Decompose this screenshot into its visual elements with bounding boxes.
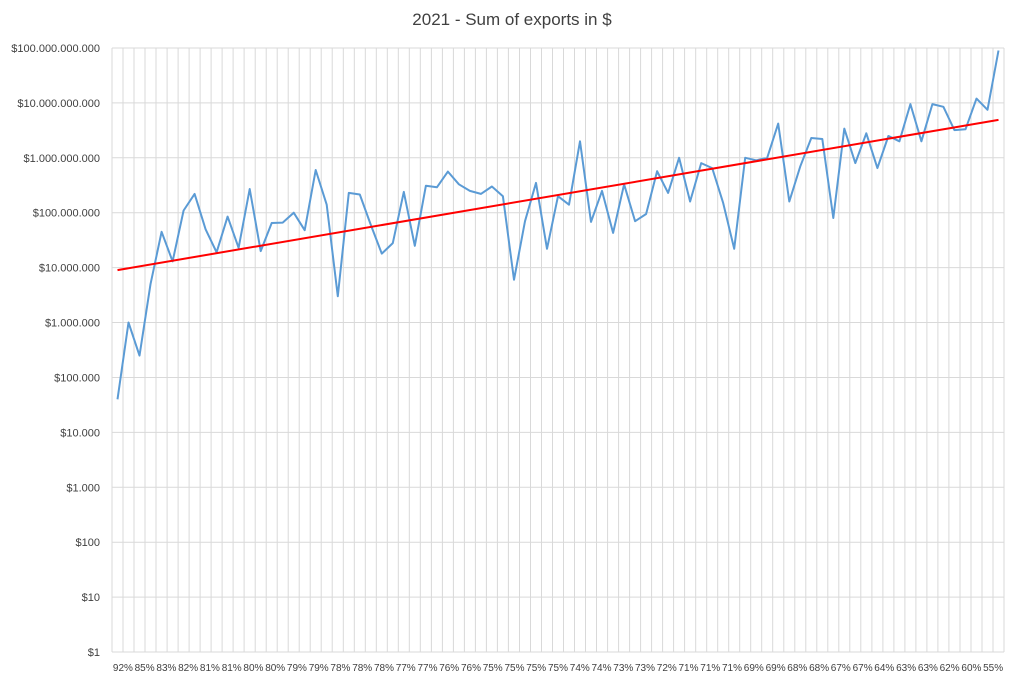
x-tick-label: 71%: [722, 663, 742, 674]
x-tick-label: 78%: [330, 663, 350, 674]
x-tick-label: 82%: [178, 663, 198, 674]
y-tick-label: $1.000.000: [45, 318, 100, 330]
x-tick-label: 74%: [591, 663, 611, 674]
x-tick-label: 75%: [526, 663, 546, 674]
x-tick-label: 79%: [309, 663, 329, 674]
x-tick-label: 92%: [113, 663, 133, 674]
x-tick-label: 67%: [853, 663, 873, 674]
series-line: [116, 50, 1000, 400]
x-tick-label: 81%: [200, 663, 220, 674]
x-tick-label: 63%: [896, 663, 916, 674]
x-tick-label: 63%: [918, 663, 938, 674]
x-tick-label: 67%: [831, 663, 851, 674]
x-tick-label: 75%: [548, 663, 568, 674]
x-tick-label: 79%: [287, 663, 307, 674]
x-tick-label: 68%: [787, 663, 807, 674]
x-tick-label: 77%: [417, 663, 437, 674]
x-tick-label: 62%: [940, 663, 960, 674]
x-tick-label: 80%: [265, 663, 285, 674]
x-tick-label: 73%: [635, 663, 655, 674]
x-tick-label: 71%: [700, 663, 720, 674]
x-tick-label: 76%: [461, 663, 481, 674]
y-tick-label: $1: [88, 647, 100, 659]
x-tick-label: 83%: [156, 663, 176, 674]
x-tick-label: 69%: [766, 663, 786, 674]
x-tick-label: 71%: [678, 663, 698, 674]
chart-title: 2021 - Sum of exports in $: [412, 10, 612, 29]
x-tick-label: 68%: [809, 663, 829, 674]
y-tick-label: $10: [82, 592, 100, 604]
x-tick-label: 75%: [504, 663, 524, 674]
x-tick-label: 73%: [613, 663, 633, 674]
x-tick-label: 72%: [657, 663, 677, 674]
y-tick-label: $1.000.000.000: [24, 153, 100, 165]
x-tick-label: 77%: [396, 663, 416, 674]
y-tick-label: $10.000.000: [39, 263, 100, 275]
x-tick-label: 76%: [439, 663, 459, 674]
y-tick-label: $10.000.000.000: [17, 98, 100, 110]
y-tick-label: $100.000: [54, 373, 100, 385]
x-tick-label: 85%: [135, 663, 155, 674]
y-tick-label: $100.000.000: [33, 208, 100, 220]
x-tick-label: 60%: [961, 663, 981, 674]
x-tick-label: 81%: [222, 663, 242, 674]
x-tick-label: 78%: [352, 663, 372, 674]
x-tick-label: 64%: [874, 663, 894, 674]
x-tick-label: 74%: [570, 663, 590, 674]
x-tick-label: 80%: [243, 663, 263, 674]
x-tick-label: 69%: [744, 663, 764, 674]
y-tick-label: $10.000: [60, 427, 100, 439]
y-tick-label: $100.000.000.000: [11, 43, 100, 55]
x-tick-label: 55%: [983, 663, 1003, 674]
x-tick-label: 78%: [374, 663, 394, 674]
x-tick-label: 75%: [483, 663, 503, 674]
trend-line: [117, 118, 999, 272]
y-tick-label: $100: [76, 537, 100, 549]
y-tick-label: $1.000: [66, 482, 100, 494]
